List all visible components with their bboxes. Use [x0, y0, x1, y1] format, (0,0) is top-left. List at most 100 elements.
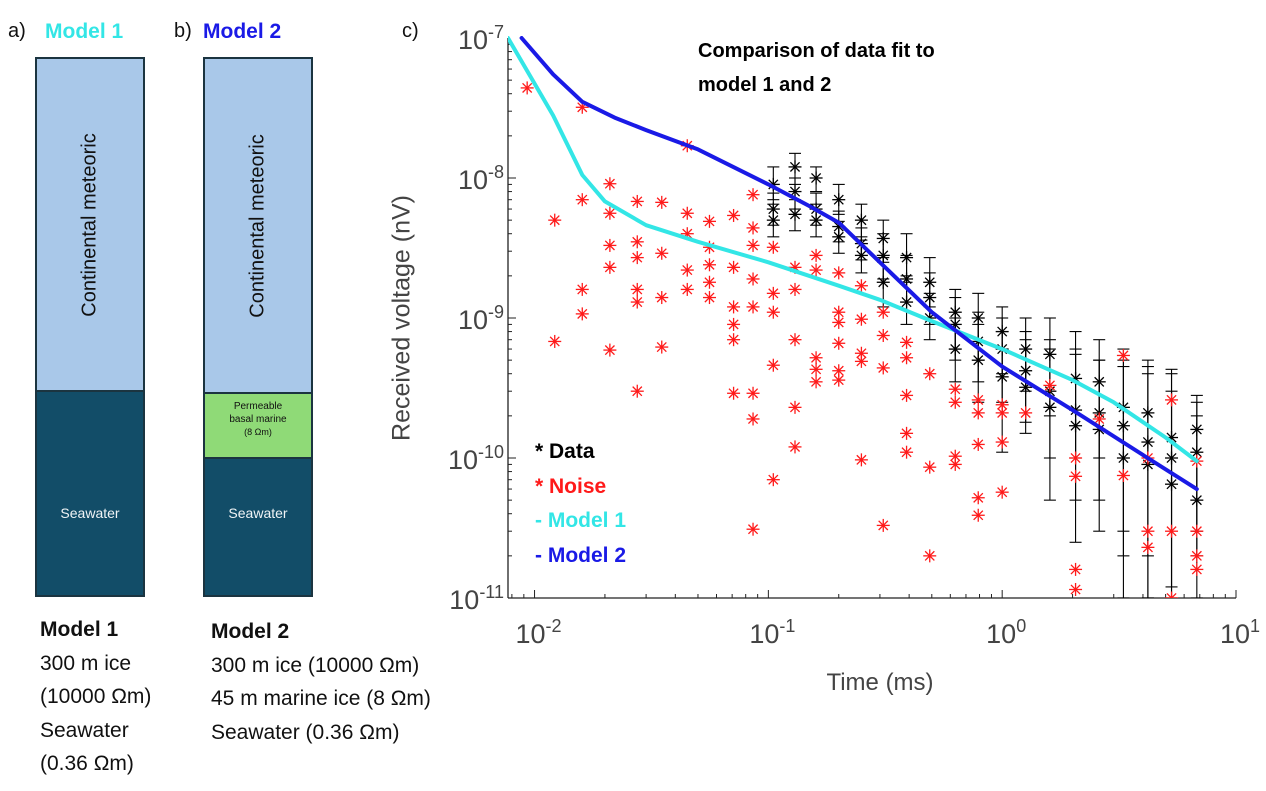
- model-1-line: [508, 36, 1199, 464]
- star-stroke: [811, 364, 822, 375]
- noise-point: [809, 248, 823, 262]
- star-stroke: [833, 231, 844, 242]
- star-stroke: [632, 196, 643, 207]
- star-stroke: [1166, 592, 1173, 598]
- noise-point: [948, 395, 962, 409]
- star-stroke: [1070, 420, 1081, 431]
- panel-a-letter: a): [8, 20, 26, 42]
- star-stroke: [789, 402, 801, 413]
- data-point: [876, 275, 890, 289]
- noise-point: [548, 334, 562, 348]
- tick-exponent: 0: [1016, 616, 1026, 636]
- data-point: [948, 342, 962, 356]
- chart-title: Comparison of data fit to model 1 and 2: [698, 34, 935, 102]
- noise-point: [876, 305, 890, 319]
- data-point: [1069, 419, 1083, 433]
- noise-point: [727, 317, 741, 331]
- star-stroke: [1170, 592, 1177, 598]
- star-stroke: [789, 209, 801, 220]
- star-stroke: [833, 338, 844, 349]
- star-stroke: [747, 240, 759, 251]
- star-stroke: [656, 342, 667, 353]
- model-2-column: Continental meteoric Permeable basal mar…: [203, 57, 313, 597]
- layer-continental-meteoric: Continental meteoric: [205, 59, 311, 394]
- data-errorbar: [1165, 390, 1178, 598]
- noise-point: [630, 235, 644, 249]
- tick-exponent: -2: [546, 616, 562, 636]
- noise-point: [809, 263, 823, 277]
- star-stroke: [1118, 452, 1129, 464]
- star-stroke: [1044, 402, 1055, 413]
- star-stroke: [604, 345, 615, 356]
- noise-point: [746, 386, 760, 400]
- star-stroke: [950, 397, 961, 408]
- star-stroke: [747, 413, 759, 425]
- star-stroke: [1070, 471, 1081, 482]
- star-stroke: [1020, 407, 1031, 418]
- noise-point: [832, 373, 846, 387]
- noise-point: [1190, 562, 1204, 576]
- data-point: [788, 207, 802, 221]
- description-line: 45 m marine ice (8 Ωm): [211, 687, 431, 710]
- noise-point: [788, 333, 802, 347]
- star-stroke: [1166, 526, 1177, 537]
- tick-exponent: -8: [488, 162, 504, 182]
- noise-point: [854, 453, 868, 467]
- tick-base: 10: [448, 445, 478, 475]
- model-1-column: Continental meteoric Seawater: [35, 57, 145, 597]
- legend-entry-data: * Data: [535, 440, 595, 463]
- layer-label-line: Permeable: [233, 401, 283, 412]
- panel-b-title: Model 2: [203, 20, 282, 43]
- noise-point: [727, 260, 741, 274]
- tick-exponent: 1: [1250, 616, 1260, 636]
- noise-point: [1069, 562, 1083, 576]
- noise-point: [832, 336, 846, 350]
- star-stroke: [604, 262, 615, 273]
- star-stroke: [789, 334, 801, 345]
- star-stroke: [856, 250, 867, 261]
- star-stroke: [768, 288, 779, 299]
- noise-point: [766, 473, 780, 487]
- noise-point: [702, 291, 716, 305]
- star-stroke: [747, 273, 759, 285]
- panel-b-letter: b): [174, 20, 192, 42]
- star-stroke: [878, 362, 889, 373]
- star-stroke: [901, 352, 912, 363]
- star-stroke: [950, 459, 961, 470]
- layer-label: Seawater: [60, 505, 120, 521]
- star-stroke: [973, 439, 984, 450]
- description-line: Seawater: [40, 718, 129, 742]
- star-stroke: [728, 319, 739, 330]
- star-stroke: [856, 215, 867, 226]
- noise-point: [603, 260, 617, 274]
- star-stroke: [768, 360, 779, 371]
- noise-point: [971, 437, 985, 451]
- star-stroke: [549, 215, 560, 226]
- legend-entry-model-2: - Model 2: [535, 543, 627, 567]
- star-stroke: [811, 265, 822, 276]
- noise-point: [1069, 583, 1083, 597]
- data-point: [832, 193, 846, 207]
- description-line: 300 m ice (10000 Ωm): [211, 653, 420, 677]
- star-stroke: [833, 307, 844, 318]
- star-stroke: [811, 215, 822, 226]
- star-stroke: [1166, 394, 1177, 405]
- noise-point: [575, 282, 589, 296]
- star-stroke: [901, 337, 912, 348]
- data-errorbar: [996, 331, 1009, 453]
- noise-point: [746, 188, 760, 202]
- data-errorbar: [1141, 373, 1154, 598]
- tick-base: 10: [458, 165, 488, 195]
- tick-exponent: -11: [479, 582, 504, 602]
- data-point: [766, 213, 780, 227]
- star-stroke: [577, 284, 588, 295]
- noise-point: [788, 282, 802, 296]
- description-line: Seawater (0.36 Ωm): [211, 720, 400, 744]
- layer-label-line: basal marine: [229, 414, 287, 425]
- data-point: [854, 248, 868, 262]
- noise-point: [746, 522, 760, 536]
- noise-point: [548, 213, 562, 227]
- description-heading: Model 2: [211, 620, 290, 643]
- noise-point: [655, 246, 669, 260]
- y-axis-label: Received voltage (nV): [387, 195, 416, 441]
